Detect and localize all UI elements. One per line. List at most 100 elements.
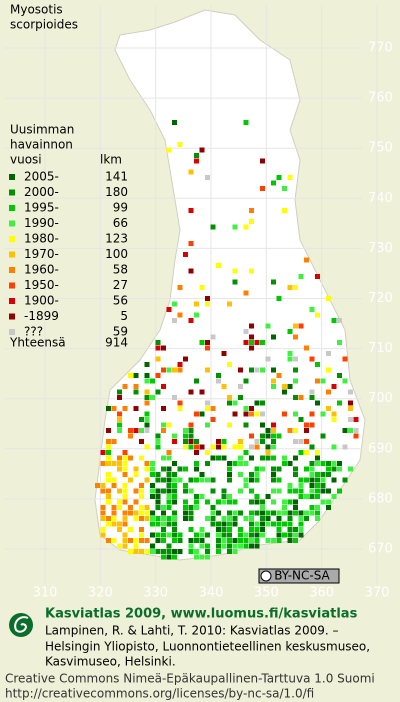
record-square [161,428,166,433]
record-square [155,477,161,483]
record-square [282,208,287,213]
record-square [243,290,249,296]
record-square [188,318,194,323]
record-square [188,444,194,450]
record-square [166,516,172,521]
record-square [320,483,326,488]
record-square [298,274,304,279]
license[interactable]: http://creativecommons.org/licenses/by-n… [5,687,314,701]
record-square [144,516,150,521]
record-square [260,158,265,164]
record-square [139,516,144,521]
record-square [139,488,144,494]
record-square [172,494,177,499]
record-square [293,499,298,505]
record-square [172,510,177,516]
record-square [205,516,210,521]
record-square [139,483,144,488]
legend-label: 1970- [24,247,59,261]
record-square [106,450,111,455]
legend-count: 27 [113,278,128,292]
record-square [304,257,309,263]
legend-swatch [9,267,15,273]
record-square [271,378,276,384]
record-square [172,477,177,483]
record-square [194,439,199,444]
record-square [188,268,194,274]
record-square [188,389,194,395]
record-square [309,389,315,395]
record-square [172,461,177,466]
record-square [249,433,254,439]
record-square [221,499,227,505]
record-square [326,461,331,466]
record-square [161,406,166,411]
record-square [287,516,293,521]
record-square [276,532,282,538]
record-square [199,389,205,395]
record-square [155,494,161,499]
legend-swatch [9,329,15,335]
record-square [150,510,155,516]
record-square [183,428,188,433]
record-square [304,466,309,472]
record-square [221,488,227,494]
record-square [144,417,150,422]
record-square [315,450,320,455]
record-square [309,356,315,362]
record-square [117,395,122,400]
record-square [337,340,342,345]
record-square [271,477,276,483]
record-square [282,411,287,417]
legend-swatch [9,174,15,180]
record-square [232,279,238,285]
y-label: 680 [368,491,393,506]
record-square [166,422,172,428]
record-square [166,554,172,560]
record-square [177,477,183,483]
record-square [282,389,287,395]
record-square [205,345,210,351]
record-square [348,406,353,411]
y-label: 710 [368,341,393,356]
record-square [287,329,293,334]
record-square [199,411,205,417]
record-square [122,543,128,549]
record-square [238,384,243,389]
record-square [166,521,172,527]
badge[interactable]: BY-NC-SA [258,568,340,584]
record-square [122,406,128,411]
record-square [287,351,293,356]
record-square [249,527,254,532]
record-square [205,554,210,560]
record-square [122,532,128,538]
record-square [210,455,216,461]
record-square [243,538,249,543]
record-square [238,488,243,494]
record-square [139,505,144,510]
record-square [276,521,282,527]
record-square [348,466,353,472]
record-square [155,505,161,510]
record-square [337,461,342,466]
record-square [304,345,309,351]
record-square [227,532,232,538]
record-square [298,483,304,488]
record-square [298,521,304,527]
brand[interactable]: Kasviatlas 2009, www.luomus.fi/kasviatla… [45,607,358,622]
record-square [287,461,293,466]
citation: Helsingin Yliopisto, Luonnontieteellinen… [45,640,370,654]
record-square [166,147,172,153]
record-square [221,516,227,521]
record-square [133,373,139,378]
record-square [172,472,177,477]
record-square [161,527,166,532]
record-square [172,367,177,373]
record-square [205,301,210,307]
record-square [309,505,315,510]
record-square [331,444,337,450]
record-square [287,538,293,543]
record-square [172,527,177,532]
record-square [260,433,265,439]
record-square [309,466,315,472]
